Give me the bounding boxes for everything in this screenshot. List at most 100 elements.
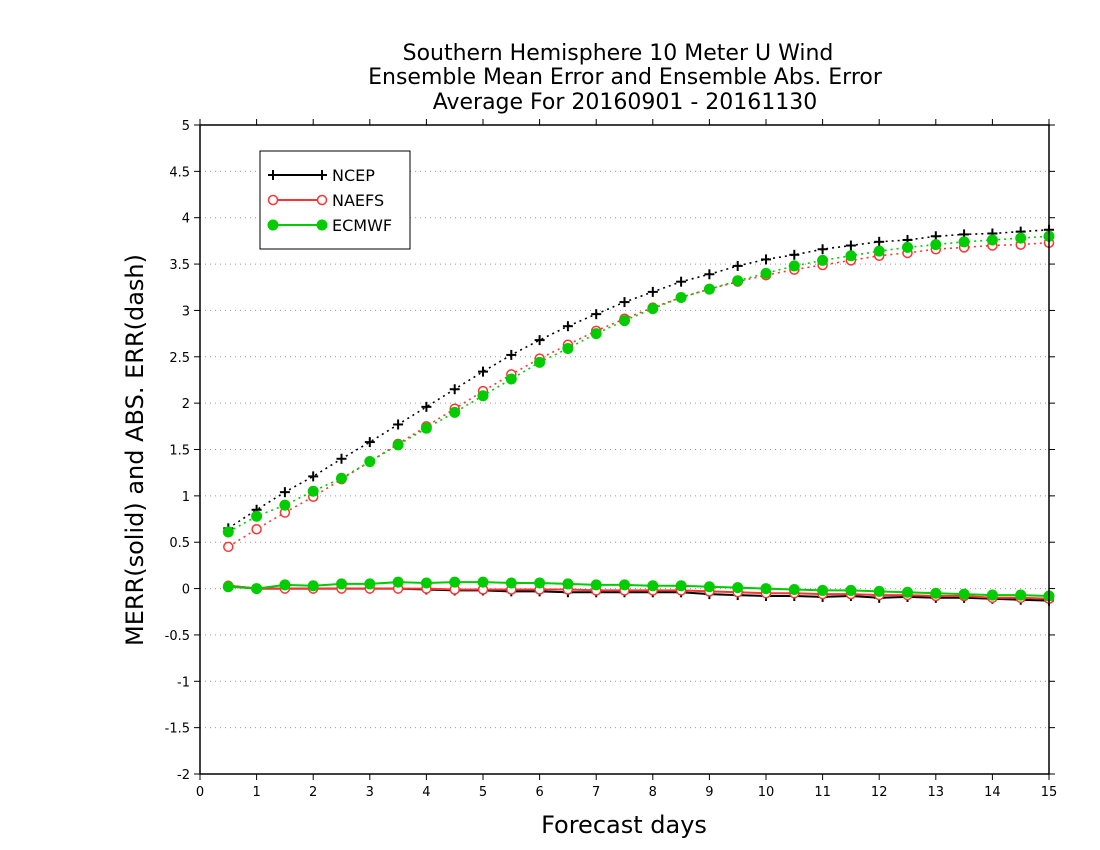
- x-tick-label: 2: [309, 785, 317, 800]
- point-ncep-abs-err: [704, 269, 715, 280]
- point-ncep-abs-err: [562, 321, 573, 332]
- point-ncep-abs-err: [619, 297, 630, 308]
- y-tick-label: 0.5: [169, 536, 190, 551]
- point-ecmwf-abs-err: [703, 283, 715, 295]
- y-tick-label: -2: [177, 768, 190, 783]
- point-ncep-abs-err: [732, 260, 743, 271]
- x-tick-label: 12: [871, 785, 888, 800]
- chart-title: Southern Hemisphere 10 Meter U Wind Ense…: [368, 41, 883, 115]
- x-tick-label: 10: [758, 785, 775, 800]
- x-tick-label: 0: [196, 785, 204, 800]
- y-axis-label: MERR(solid) and ABS. ERR(dash): [121, 254, 149, 646]
- y-tick-label: 1.5: [169, 444, 190, 459]
- point-ecmwf-abs-err: [788, 260, 800, 272]
- x-tick-label: 6: [535, 785, 543, 800]
- point-ecmwf-abs-err: [675, 291, 687, 303]
- series-layer: [222, 224, 1055, 606]
- point-ecmwf-mean-err: [364, 578, 376, 590]
- point-ncep-abs-err: [506, 349, 517, 360]
- point-ncep-abs-err: [449, 384, 460, 395]
- point-ecmwf-mean-err: [958, 588, 970, 600]
- series-line-ncep-abs-err: [227, 229, 1050, 529]
- point-ecmwf-mean-err: [619, 579, 630, 591]
- point-ecmwf-mean-err: [449, 576, 461, 588]
- x-tick-label: 4: [422, 785, 430, 800]
- point-ncep-abs-err: [761, 254, 771, 265]
- point-ecmwf-mean-err: [307, 580, 319, 592]
- legend-marker-ncep: [317, 170, 327, 180]
- y-tick-label: 3.5: [169, 258, 190, 273]
- y-tick-label: 4: [182, 212, 190, 227]
- legend-label-ncep: NCEP: [332, 166, 375, 185]
- point-ncep-abs-err: [591, 309, 602, 320]
- point-ecmwf-abs-err: [930, 239, 942, 251]
- point-ecmwf-abs-err: [392, 439, 404, 451]
- point-ecmwf-mean-err: [534, 577, 546, 589]
- point-ecmwf-mean-err: [590, 579, 602, 591]
- legend-marker-naefs: [316, 194, 328, 206]
- series-line-naefs-abs-err: [227, 241, 1050, 548]
- point-ncep-abs-err: [789, 249, 800, 260]
- point-ncep-abs-err: [478, 366, 488, 377]
- y-tick-label: 2.5: [169, 351, 190, 366]
- point-ecmwf-abs-err: [251, 510, 263, 522]
- point-ecmwf-mean-err: [902, 586, 913, 598]
- point-ncep-abs-err: [308, 471, 319, 482]
- point-ecmwf-mean-err: [930, 587, 942, 599]
- point-ecmwf-abs-err: [222, 526, 234, 538]
- point-ecmwf-abs-err: [732, 275, 744, 287]
- x-tick-label: 13: [928, 785, 945, 800]
- point-ecmwf-mean-err: [505, 577, 517, 589]
- point-ncep-abs-err: [874, 236, 885, 247]
- point-ecmwf-mean-err: [647, 580, 659, 592]
- point-ecmwf-abs-err: [505, 373, 517, 385]
- point-naefs-abs-err: [223, 541, 234, 553]
- point-ecmwf-abs-err: [534, 356, 546, 368]
- point-ecmwf-mean-err: [336, 578, 347, 590]
- legend-marker-naefs: [267, 194, 279, 206]
- x-tick-label: 1: [252, 785, 260, 800]
- point-ecmwf-abs-err: [958, 236, 970, 248]
- y-tick-label: 2: [182, 397, 190, 412]
- point-ecmwf-abs-err: [420, 422, 432, 434]
- point-ecmwf-mean-err: [392, 576, 404, 588]
- point-ecmwf-mean-err: [477, 576, 489, 588]
- point-ecmwf-abs-err: [449, 406, 461, 418]
- x-axis: 0 1 2 3 4 5 6 7 8 9 10 11 12 13 14 15: [196, 119, 1057, 800]
- legend-label-naefs: NAEFS: [332, 191, 384, 210]
- point-ecmwf-mean-err: [279, 579, 291, 591]
- legend-marker-ecmwf: [316, 219, 328, 231]
- point-ncep-abs-err: [676, 276, 687, 287]
- y-tick-label: -1: [177, 675, 190, 690]
- y-tick-label: -0.5: [165, 629, 190, 644]
- legend: NCEP NAEFS ECMWF: [259, 150, 411, 250]
- legend-box: [259, 150, 411, 250]
- x-tick-label: 3: [366, 785, 374, 800]
- point-ncep-abs-err: [647, 286, 658, 297]
- point-ncep-abs-err: [534, 335, 545, 346]
- point-ncep-abs-err: [421, 401, 432, 412]
- point-ecmwf-abs-err: [477, 390, 489, 402]
- point-ecmwf-abs-err: [590, 328, 602, 340]
- series-line-ecmwf-abs-err: [227, 235, 1050, 533]
- point-ecmwf-abs-err: [619, 315, 630, 327]
- chart-title-line-2: Ensemble Mean Error and Ensemble Abs. Er…: [368, 65, 883, 90]
- point-ncep-abs-err: [364, 437, 375, 448]
- x-tick-label: 5: [479, 785, 487, 800]
- legend-marker-ncep: [268, 170, 278, 180]
- y-tick-label: 4.5: [169, 165, 190, 180]
- point-ecmwf-abs-err: [647, 303, 659, 315]
- point-naefs-abs-err: [251, 523, 262, 535]
- point-ncep-abs-err: [336, 453, 347, 464]
- y-tick-label: 0: [182, 583, 190, 598]
- x-tick-label: 8: [649, 785, 657, 800]
- point-ecmwf-abs-err: [873, 245, 885, 257]
- point-ecmwf-mean-err: [760, 583, 772, 595]
- point-ecmwf-abs-err: [986, 234, 998, 246]
- gridlines: [200, 170, 1049, 729]
- point-ecmwf-mean-err: [845, 584, 857, 596]
- point-ecmwf-mean-err: [251, 583, 263, 595]
- point-ecmwf-abs-err: [845, 250, 857, 262]
- point-ecmwf-mean-err: [703, 581, 715, 593]
